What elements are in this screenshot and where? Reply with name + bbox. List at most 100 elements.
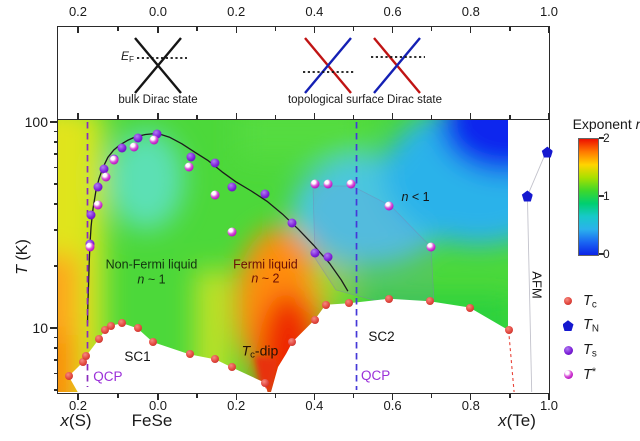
colorbar-tick — [599, 253, 604, 255]
fermi-level-label: EF — [121, 49, 134, 65]
tc-data-point — [79, 358, 88, 366]
tstar-data-point — [346, 179, 356, 188]
x-tick — [313, 394, 316, 400]
x-tick — [157, 113, 159, 119]
ts-data-point — [152, 129, 162, 139]
qcp-right-label-label: QCP — [361, 368, 391, 384]
tn-data-point — [521, 190, 533, 202]
legend-marker-tstar — [560, 370, 576, 380]
colorbar-tick-label: 0 — [603, 247, 610, 261]
x-tick — [431, 27, 433, 31]
topological-dirac-cone-left-icon — [303, 37, 355, 94]
colorbar-tick — [599, 137, 604, 139]
x-tick — [117, 27, 119, 31]
x-tick — [196, 115, 198, 119]
y-minor-tick — [53, 347, 58, 349]
tstar-data-point — [109, 155, 119, 165]
tc-data-point — [310, 315, 319, 324]
x-tick — [352, 115, 355, 119]
structural-transition-line — [86, 132, 349, 324]
topological-dirac-state-label: topological surface Dirac state — [287, 94, 443, 106]
legend-item-tc: Tc — [560, 289, 599, 314]
colorbar-tick-label: 1 — [603, 189, 610, 203]
bottom-axis-tick-label: 0.2 — [68, 398, 88, 413]
x-tick — [235, 27, 237, 33]
tc-data-point — [504, 326, 513, 335]
tstar-legend-glyph — [563, 370, 573, 380]
top-axis-tick-label: 1.0 — [539, 4, 559, 19]
tc-data-point — [425, 297, 434, 306]
tstar-data-point — [129, 142, 139, 152]
tstar-data-point — [210, 190, 220, 200]
x-tick — [77, 113, 79, 119]
x-tick — [509, 27, 511, 31]
sc-dome-masks — [68, 120, 548, 392]
x-tick — [431, 394, 433, 398]
y-minor-tick — [53, 359, 58, 361]
x-tick — [470, 113, 472, 119]
legend-item-tstar: T* — [560, 363, 599, 388]
y-axis-tick-label: 100 — [24, 114, 48, 130]
tc-data-point — [288, 338, 297, 347]
tc-data-point — [345, 299, 354, 308]
legend-label-tc: Tc — [583, 292, 597, 310]
tc-data-point — [148, 338, 157, 347]
bottom-axis-tick-label: 0.0 — [148, 398, 168, 413]
legend-item-tn: TN — [560, 314, 599, 339]
bottom-axis-tick-label: 0.6 — [383, 398, 402, 413]
tstar-data-point — [323, 179, 333, 189]
sc1-white-region — [68, 323, 268, 392]
tstar-data-point — [85, 242, 95, 252]
tc-data-point — [133, 324, 142, 333]
legend-label-tn: TN — [583, 317, 599, 335]
n-less-1-shaded-region — [312, 185, 435, 304]
tc-data-point — [260, 378, 269, 387]
tstar-data-point — [101, 172, 110, 182]
colorbar-title: Exponent n — [572, 116, 640, 132]
legend-label-tstar: T* — [583, 366, 597, 384]
top-axis-tick-label: 0.2 — [68, 4, 88, 19]
y-tick — [50, 327, 58, 329]
x-tick — [548, 113, 550, 119]
ts-data-point — [323, 252, 333, 262]
colorbar-tick-label: 2 — [603, 131, 610, 145]
ts-data-point — [287, 218, 297, 228]
x-tick — [196, 394, 198, 398]
tc-data-point — [211, 355, 220, 364]
ts-legend-glyph — [563, 345, 573, 355]
y-minor-tick — [53, 203, 58, 205]
non-fermi-liquid-label: Non-Fermi liquid n ~ 1 — [105, 258, 198, 287]
tstar-data-point — [184, 162, 194, 172]
dirac-cones-graphic — [134, 37, 425, 94]
y-axis-title: T (K) — [14, 239, 31, 275]
exponent-heatmap — [58, 120, 548, 392]
tc-data-point — [64, 372, 73, 381]
ts-data-point — [310, 248, 320, 258]
x-tick — [313, 113, 316, 119]
x-tick — [77, 394, 79, 400]
tc-data-point — [107, 321, 116, 330]
legend-marker-ts — [560, 345, 576, 355]
tc-dip-dotted-line — [264, 386, 269, 392]
tc-data-point — [385, 294, 394, 303]
top-axis-tick-label: 0.6 — [383, 4, 402, 19]
bottom-axis-tick-label: 0.2 — [227, 398, 246, 413]
y-tick — [50, 121, 58, 123]
dirac-schematic-panel: EF bulk Dirac state topological surface … — [57, 26, 550, 121]
x-tick — [391, 113, 394, 119]
y-minor-tick — [53, 373, 58, 375]
tc-data-point — [82, 351, 91, 360]
x-tick — [509, 115, 511, 119]
sc1-label: SC1 — [124, 349, 151, 365]
y-minor-tick — [53, 153, 58, 155]
ts-data-point — [86, 210, 96, 220]
legend-marker-tc — [560, 297, 576, 306]
x-tick — [157, 394, 159, 400]
tc-data-point — [321, 300, 330, 309]
x-tick — [548, 394, 550, 400]
y-minor-tick — [53, 336, 58, 339]
tstar-data-point — [426, 242, 436, 252]
ts-data-point — [186, 152, 196, 162]
bulk-dirac-cone-icon — [134, 37, 187, 94]
sc2-edge-dashed-line — [508, 330, 515, 392]
